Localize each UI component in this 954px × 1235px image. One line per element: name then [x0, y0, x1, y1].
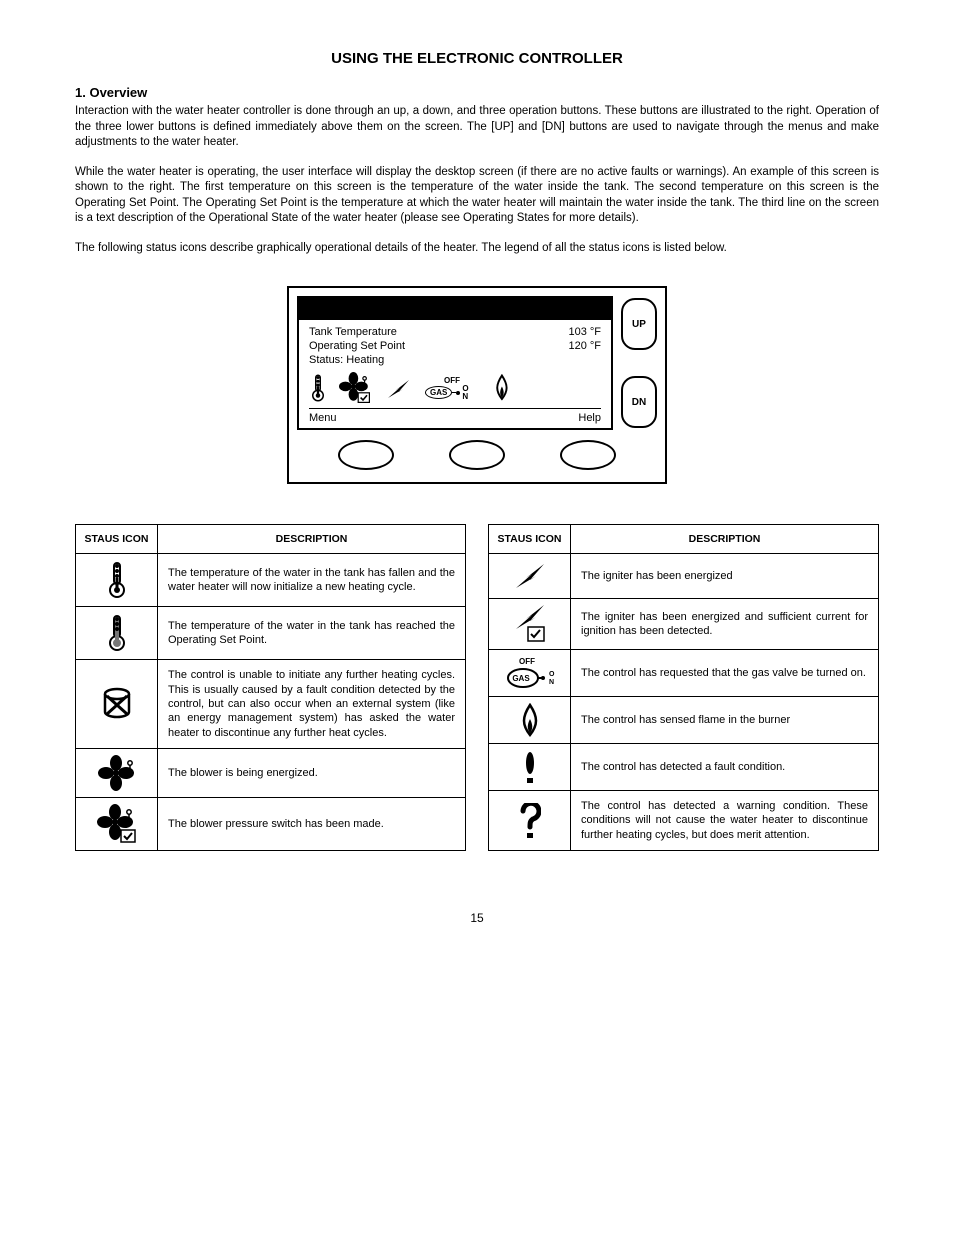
- table-row: The control has sensed flame in the burn…: [571, 697, 879, 744]
- page-number: 15: [75, 911, 879, 925]
- disabled-icon: [99, 686, 135, 722]
- paragraph-3: The following status icons describe grap…: [75, 241, 879, 257]
- gas-icon: OFF GAS ON: [425, 376, 479, 399]
- fan-check-icon: [339, 372, 373, 404]
- tank-temp-value: 103 °F: [568, 326, 601, 338]
- thermometer-low-icon: [105, 560, 129, 600]
- table-header-icon: STAUS ICON: [76, 525, 158, 554]
- spark-icon: [385, 377, 413, 399]
- flame-icon: [516, 703, 544, 737]
- status-line: Status: Heating: [309, 354, 601, 366]
- table-row: The control has requested that the gas v…: [571, 650, 879, 697]
- page-title: USING THE ELECTRONIC CONTROLLER: [75, 50, 879, 67]
- soft-button-2[interactable]: [449, 440, 505, 470]
- table-row: The blower is being energized.: [158, 748, 466, 797]
- controller-screen: Tank Temperature 103 °F Operating Set Po…: [297, 296, 613, 430]
- paragraph-1: Interaction with the water heater contro…: [75, 104, 879, 151]
- screen-icon-row: OFF GAS ON: [309, 372, 601, 404]
- gas-valve-icon: [505, 656, 555, 690]
- table-row: The blower pressure switch has been made…: [158, 797, 466, 850]
- thermometer-high-icon: [105, 613, 129, 653]
- flame-icon: [491, 374, 511, 402]
- table-row: The igniter has been energized: [571, 554, 879, 599]
- section-heading: 1. Overview: [75, 85, 879, 100]
- spark-check-icon: [512, 605, 548, 643]
- status-icon-table-right: STAUS ICON DESCRIPTION The igniter has b…: [488, 524, 879, 851]
- spark-icon: [512, 560, 548, 592]
- menu-label: Menu: [309, 412, 337, 424]
- table-header-desc: DESCRIPTION: [158, 525, 466, 554]
- table-row: The temperature of the water in the tank…: [158, 607, 466, 660]
- question-icon: [519, 803, 541, 839]
- thermometer-icon: [309, 373, 327, 403]
- up-button[interactable]: UP: [621, 298, 657, 350]
- tank-temp-label: Tank Temperature: [309, 326, 397, 338]
- table-row: The temperature of the water in the tank…: [158, 554, 466, 607]
- controller-diagram: Tank Temperature 103 °F Operating Set Po…: [287, 286, 667, 484]
- table-header-icon: STAUS ICON: [489, 525, 571, 554]
- screen-black-bar: [299, 298, 611, 320]
- soft-button-3[interactable]: [560, 440, 616, 470]
- table-row: The igniter has been energized and suffi…: [571, 599, 879, 650]
- dn-button[interactable]: DN: [621, 376, 657, 428]
- exclamation-icon: [522, 750, 538, 784]
- table-row: The control has detected a warning condi…: [571, 791, 879, 851]
- paragraph-2: While the water heater is operating, the…: [75, 165, 879, 227]
- status-icon-table-left: STAUS ICON DESCRIPTION The temperature o…: [75, 524, 466, 851]
- soft-button-1[interactable]: [338, 440, 394, 470]
- setpoint-value: 120 °F: [568, 340, 601, 352]
- table-row: The control has detected a fault conditi…: [571, 744, 879, 791]
- setpoint-label: Operating Set Point: [309, 340, 405, 352]
- fan-icon: [98, 755, 136, 791]
- fan-check-icon: [97, 804, 137, 844]
- table-header-desc: DESCRIPTION: [571, 525, 879, 554]
- table-row: The control is unable to initiate any fu…: [158, 660, 466, 749]
- help-label: Help: [578, 412, 601, 424]
